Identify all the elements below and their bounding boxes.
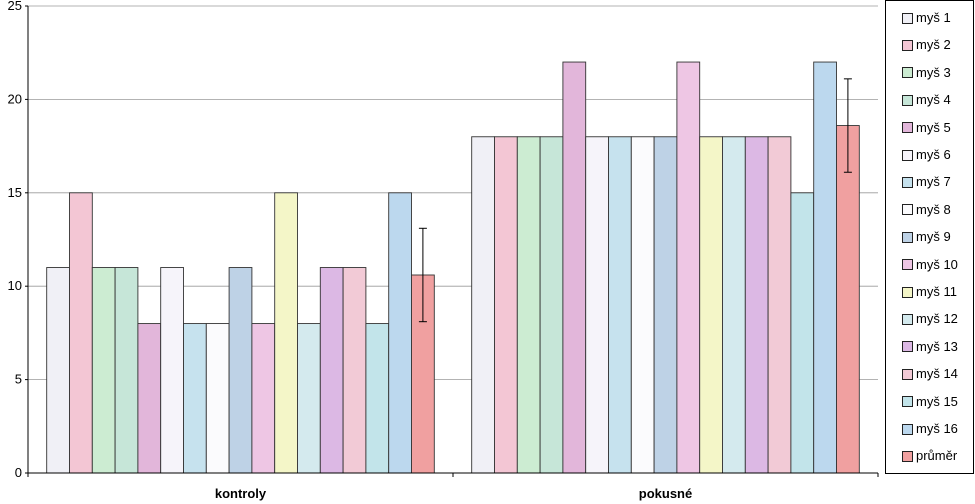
legend-item: myš 9 [902,229,951,245]
x-tick-label: kontroly [215,486,267,501]
bar-pokusne-series-9 [653,136,678,474]
bar-pokusne-series-16 [813,61,837,474]
legend-swatch [902,259,913,271]
bar-pokusne-series-8 [630,136,655,474]
y-tick-label: 10 [8,278,22,293]
legend-label: myš 6 [916,147,951,162]
bar-pokusne-series-7 [608,136,632,474]
bar-kontroly-series-13 [319,267,344,474]
tick-labels: 0 5 10 15 20 25 kontroly pokusné [8,0,693,501]
legend-item: myš 13 [902,339,958,355]
axes [25,5,879,477]
legend-item: myš 2 [902,37,951,53]
bar-kontroly-series-5 [137,323,162,474]
bar-kontroly-series-4 [114,267,139,474]
legend-label: myš 5 [916,119,951,135]
legend-label: myš 3 [916,64,951,80]
legend-label: myš 7 [916,174,951,190]
legend-swatch [902,286,913,298]
bar-kontroly-series-3 [91,267,116,474]
legend-label: myš 9 [916,229,951,245]
legend-swatch [902,94,913,106]
legend-swatch [902,12,913,24]
legend-item: myš 7 [902,174,951,190]
legend-swatch [902,39,913,51]
bar-pokusne-series-15 [790,192,815,474]
legend-item: myš 5 [902,120,951,136]
x-tick-label: pokusné [639,486,692,501]
legend: myš 1 myš 2 myš 3 myš 4 myš 5 myš 6 myš 7 myš 8… [885,0,974,474]
legend-swatch [902,67,913,79]
bar-kontroly-series-10 [251,323,276,474]
legend-swatch [902,204,913,216]
bar-pokusne-series-17 [836,125,860,474]
bar-pokusne-series-11 [699,136,723,474]
legend-swatch [902,313,913,325]
legend-label: myš 10 [916,256,958,272]
legend-item: myš 3 [902,65,951,81]
legend-item: myš 14 [902,366,958,382]
legend-item: myš 6 [902,147,951,163]
legend-item: myš 16 [902,421,958,437]
bar-kontroly-series-2 [69,192,93,474]
legend-label: průměr [916,448,958,464]
y-tick-label: 20 [8,91,22,106]
bar-kontroly-series-16 [388,192,412,474]
legend-label: myš 16 [916,421,958,436]
bar-pokusne-series-2 [494,136,518,474]
bar-kontroly-series-8 [205,323,230,474]
legend-item: myš 4 [902,92,951,108]
legend-label: myš 13 [916,338,958,354]
legend-swatch [902,231,913,243]
bar-pokusne-series-6 [585,136,609,474]
bar-kontroly-series-12 [297,323,321,474]
bar-pokusne-series-10 [676,61,701,474]
bar-pokusne-series-4 [539,136,564,474]
bar-kontroly-series-14 [342,267,367,474]
bars [46,61,860,474]
legend-item: myš 15 [902,394,958,410]
bar-pokusne-series-1 [471,136,495,474]
legend-swatch [902,149,913,161]
bar-kontroly-series-1 [46,267,70,474]
bar-kontroly-series-11 [274,192,298,474]
bar-pokusne-series-12 [722,136,746,474]
legend-item: myš 8 [902,202,951,218]
legend-swatch [902,396,913,408]
legend-swatch [902,368,913,380]
legend-swatch [902,176,913,188]
legend-label: myš 14 [916,366,958,382]
y-tick-label: 0 [15,465,22,480]
legend-item: průměr [902,448,957,464]
y-tick-label: 5 [15,372,22,387]
legend-swatch [902,341,913,353]
legend-swatch [902,423,913,435]
bar-kontroly-series-6 [160,267,184,474]
bar-kontroly-series-9 [228,267,253,474]
y-tick-label: 15 [8,185,22,200]
legend-swatch [902,450,913,462]
bar-kontroly-series-15 [365,323,390,474]
legend-label: myš 2 [916,37,951,53]
legend-label: myš 8 [916,201,951,217]
legend-item: myš 1 [902,10,951,26]
legend-label: myš 1 [916,10,951,25]
bar-pokusne-series-3 [516,136,541,474]
bar-kontroly-series-7 [183,323,207,474]
bar-pokusne-series-5 [562,61,587,474]
legend-label: myš 4 [916,92,951,108]
legend-swatch [902,122,913,134]
legend-item: myš 11 [902,284,957,300]
legend-label: myš 11 [916,284,957,299]
legend-label: myš 15 [916,393,958,409]
bar-pokusne-series-13 [744,136,769,474]
y-tick-label: 25 [8,0,22,13]
legend-label: myš 12 [916,311,958,327]
bar-pokusne-series-14 [767,136,792,474]
legend-item: myš 10 [902,257,958,273]
legend-item: myš 12 [902,311,958,327]
